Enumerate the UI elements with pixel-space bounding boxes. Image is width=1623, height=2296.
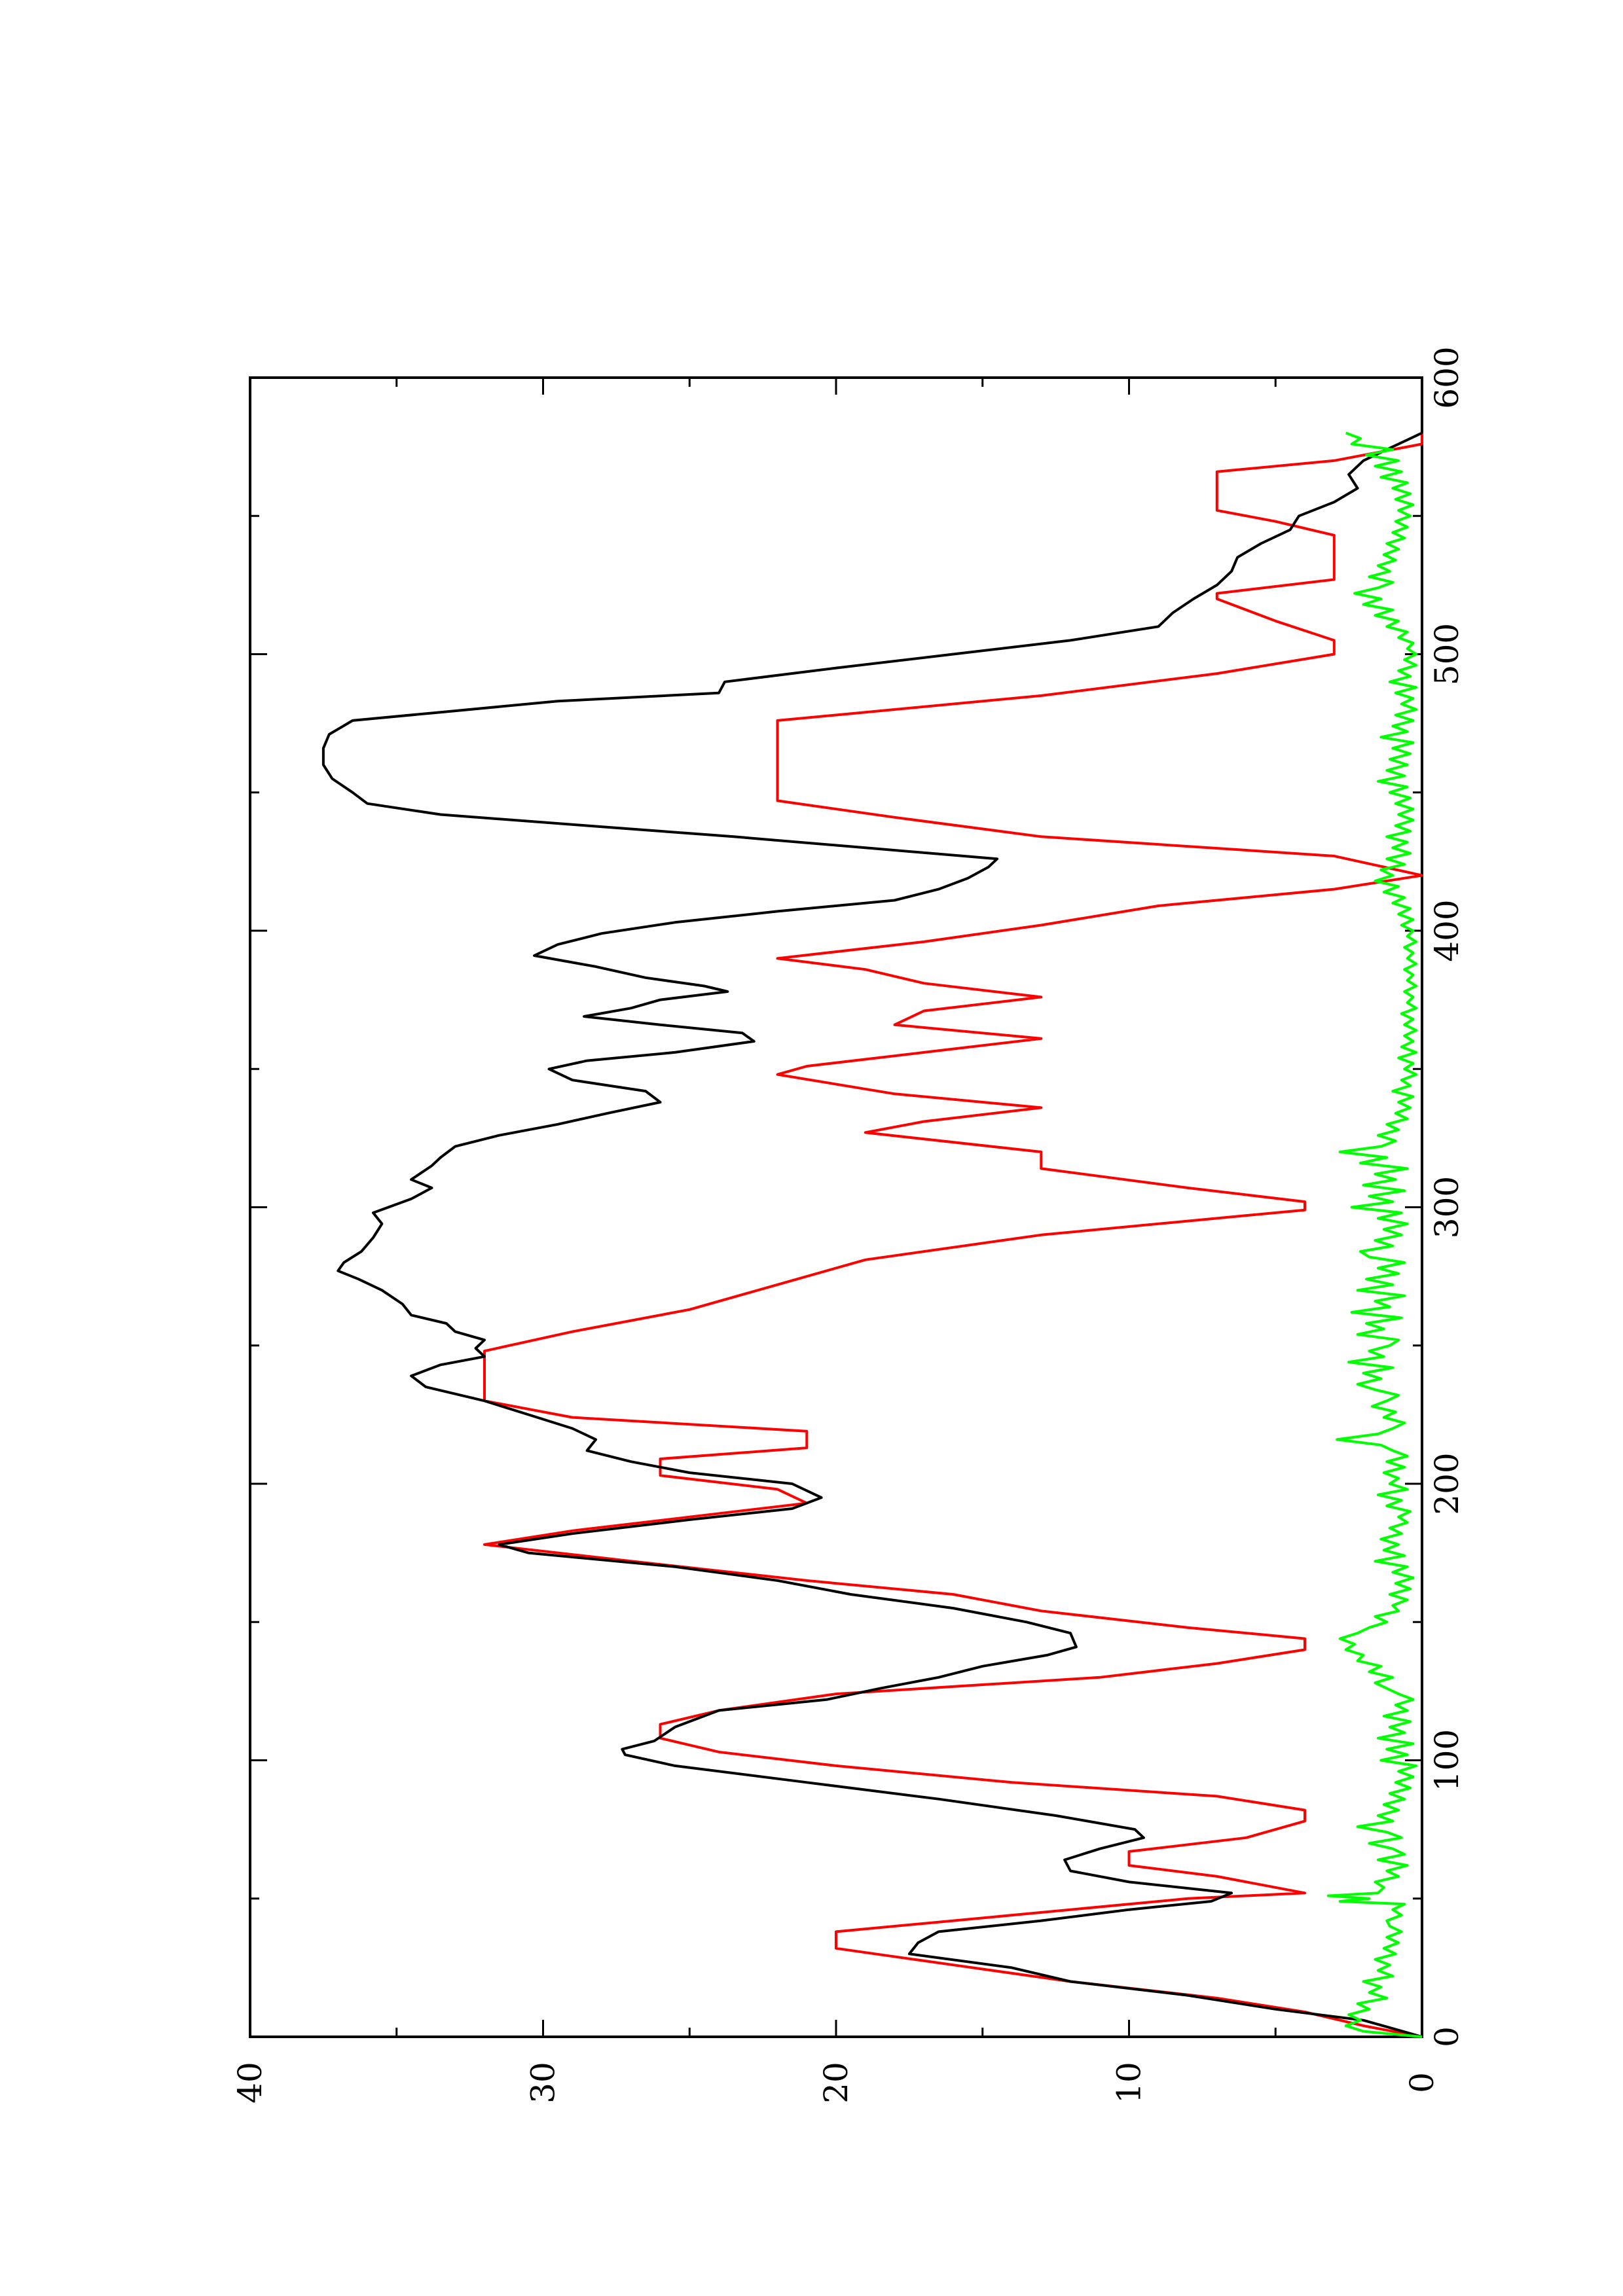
y-tick-label: 10 bbox=[1110, 2062, 1148, 2104]
x-tick-label: 400 bbox=[1428, 899, 1466, 961]
green-series-line bbox=[1326, 431, 1423, 2038]
x-tick-label: 500 bbox=[1428, 623, 1466, 685]
y-tick-label: 20 bbox=[817, 2062, 855, 2104]
axis-ticks bbox=[249, 376, 1423, 2038]
y-tick-label: 30 bbox=[524, 2062, 562, 2104]
black-series-line bbox=[321, 431, 1423, 2038]
y-tick-label: 0 bbox=[1403, 2072, 1441, 2093]
x-tick-label: 600 bbox=[1428, 346, 1466, 408]
plot-frame bbox=[249, 376, 1423, 2038]
red-series-line bbox=[483, 433, 1423, 2038]
axis-tick-labels: 0 100 200 300 400 500 600 0 10 20 30 40 bbox=[231, 346, 1466, 2104]
series-lines bbox=[321, 431, 1423, 2038]
x-tick-label: 300 bbox=[1428, 1176, 1466, 1238]
x-tick-label: 100 bbox=[1428, 1729, 1466, 1791]
x-tick-label: 200 bbox=[1428, 1452, 1466, 1515]
y-tick-label: 40 bbox=[231, 2062, 269, 2104]
x-tick-label: 0 bbox=[1428, 2026, 1466, 2047]
